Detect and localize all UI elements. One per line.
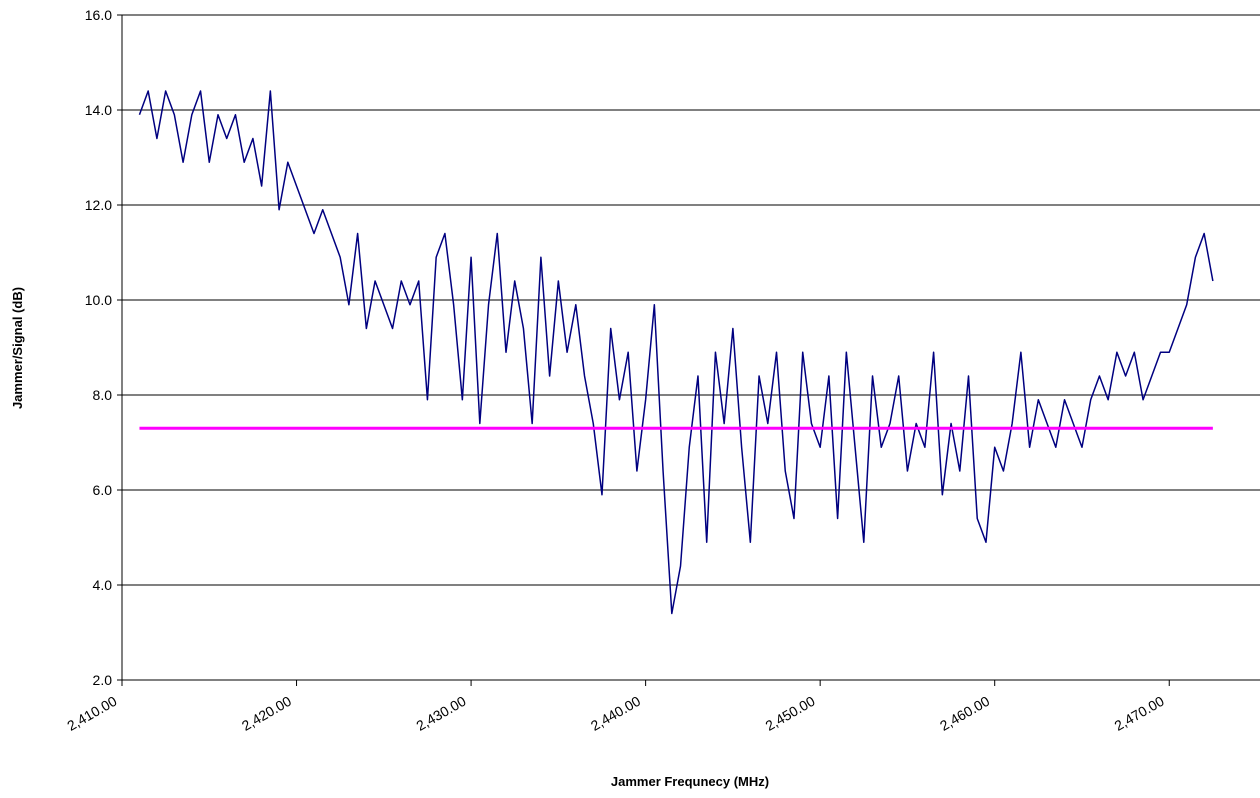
y-axis-title: Jammer/Signal (dB) (10, 287, 25, 409)
y-tick-label: 4.0 (93, 577, 113, 593)
data-line (138, 90, 1214, 615)
y-tick-label: 12.0 (85, 197, 112, 213)
x-tick-label: 2,410.00 (64, 693, 119, 734)
x-tick-label: 2,440.00 (588, 693, 643, 734)
y-tick-label: 16.0 (85, 7, 112, 23)
y-tick-label: 10.0 (85, 292, 112, 308)
y-tick-label: 14.0 (85, 102, 112, 118)
x-tick-label: 2,460.00 (937, 693, 992, 734)
x-tick-label: 2,470.00 (1112, 693, 1167, 734)
y-tick-label: 8.0 (93, 387, 113, 403)
x-tick-label: 2,420.00 (239, 693, 294, 734)
x-tick-label: 2,450.00 (762, 693, 817, 734)
x-axis-title: Jammer Frequnecy (MHz) (611, 774, 769, 789)
x-tick-label: 2,430.00 (413, 693, 468, 734)
y-tick-label: 6.0 (93, 482, 113, 498)
y-tick-label: 2.0 (93, 672, 113, 688)
